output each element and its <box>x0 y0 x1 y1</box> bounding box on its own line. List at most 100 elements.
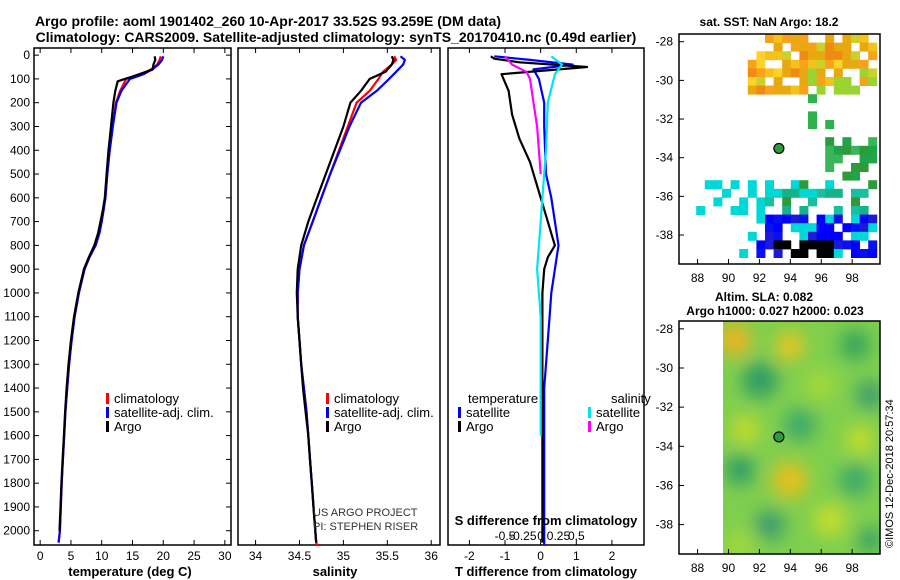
x-tick-label: 2 <box>609 549 616 563</box>
sst-cell <box>859 163 869 172</box>
sst-cell <box>825 249 835 258</box>
temperature-panel: 0100200300400500600700800900100011001200… <box>3 47 644 579</box>
sst-cell <box>808 240 817 250</box>
sst-cell <box>782 214 792 224</box>
sst-cell <box>756 197 766 207</box>
sst-cell <box>851 223 860 233</box>
depth-tick-label: 400 <box>10 143 30 157</box>
map-x-tick-label: 92 <box>753 561 767 575</box>
x-tick-label: 15 <box>126 549 140 563</box>
sst-cell <box>825 77 835 86</box>
sst-cell <box>825 231 835 241</box>
difference-line-temperature-satellite <box>494 55 574 545</box>
project-credit: US ARGO PROJECT <box>313 507 418 519</box>
sst-cell <box>790 223 800 233</box>
sst-cell <box>833 42 843 52</box>
sst-cell <box>739 249 749 258</box>
sla-blob <box>858 528 880 552</box>
sst-cell <box>833 154 843 164</box>
sst-cell <box>816 59 826 69</box>
sst-cell <box>782 59 792 69</box>
depth-tick-label: 100 <box>10 72 30 86</box>
temperature-series <box>57 55 165 543</box>
sst-cell <box>696 206 706 215</box>
sla-blob <box>723 324 751 356</box>
sst-cell <box>833 77 843 86</box>
salinity-x-label: salinity <box>313 564 359 579</box>
depth-tick-label: 300 <box>10 119 30 133</box>
sst-map-axes: 88 90 92 94 96 98 -28 -30 -32 -34 -36 -38 <box>656 35 860 285</box>
sst-map-panel: sat. SST: NaN Argo: 18.2 88 90 92 94 96 98 -28… <box>656 15 881 285</box>
difference-legend: temperature salinity satellite Argo sate… <box>458 391 651 434</box>
sst-cell <box>825 163 835 172</box>
x-tick-label: -1 <box>500 549 511 563</box>
depth-tick-label: 0 <box>23 48 30 62</box>
map-y-tick-label: -30 <box>656 361 674 375</box>
difference-x-axis: -2 -1 0 1 2 <box>464 48 616 563</box>
sst-cell <box>799 214 809 224</box>
sst-cell <box>782 85 792 95</box>
sla-map-subtitle: Argo h1000: 0.027 h2000: 0.023 <box>686 304 864 318</box>
sst-cell <box>833 240 843 250</box>
sst-cell <box>747 188 757 198</box>
sst-cell <box>825 240 835 250</box>
figure-title-line1: Argo profile: aoml 1901402_260 10-Apr-20… <box>35 13 501 29</box>
imos-credit: ©IMOS 12-Dec-2018 20:57:34 <box>884 399 896 548</box>
sst-cell <box>730 206 740 215</box>
sst-cell <box>816 85 826 95</box>
sst-cell <box>790 68 800 78</box>
sst-cell <box>825 120 835 129</box>
sst-cell <box>765 68 774 78</box>
depth-tick-label: 1100 <box>4 310 30 324</box>
sla-blob <box>772 462 808 498</box>
map-x-tick-label: 98 <box>845 561 859 575</box>
sst-cell <box>790 249 800 258</box>
sst-cell <box>782 34 792 43</box>
sst-cell <box>808 51 817 61</box>
sst-cell <box>868 240 878 250</box>
sst-cell <box>747 180 757 190</box>
sst-cell <box>799 77 809 86</box>
sst-cell <box>756 206 766 215</box>
legend-label-s-argo: Argo <box>596 419 623 434</box>
sst-cell <box>799 188 809 198</box>
map-y-tick-label: -32 <box>656 400 674 414</box>
sst-cell <box>816 68 826 78</box>
sst-cell <box>765 214 774 224</box>
sla-blob <box>784 409 816 441</box>
sst-cell <box>765 85 774 95</box>
sst-cell <box>773 249 783 258</box>
depth-tick-label: 1700 <box>3 452 30 466</box>
sst-cell <box>859 188 869 198</box>
sst-cell <box>808 197 817 207</box>
x-tick-label: 0 <box>537 549 544 563</box>
sst-cell <box>773 34 783 43</box>
sst-cell <box>859 214 869 224</box>
map-y-tick-label: -32 <box>656 112 674 126</box>
sst-cell <box>713 197 723 207</box>
sst-cell <box>790 34 800 43</box>
sst-cell <box>799 231 809 241</box>
depth-tick-label: 600 <box>10 191 30 205</box>
difference-line-salinity-satellite <box>535 55 564 436</box>
sst-cell <box>825 214 835 224</box>
sst-cell <box>756 249 766 258</box>
sst-cell <box>833 188 843 198</box>
sst-cell <box>808 231 817 241</box>
map-x-tick-label: 88 <box>691 561 705 575</box>
x-tick-label: 35 <box>337 549 351 563</box>
sst-cell <box>833 51 843 61</box>
sst-cell <box>782 51 792 61</box>
sst-cell <box>833 214 843 224</box>
sst-cell <box>859 231 869 241</box>
sla-blob <box>805 370 835 400</box>
sst-cell <box>851 206 860 215</box>
legend-swatch-argo <box>326 421 329 432</box>
map-x-tick-label: 96 <box>815 271 829 285</box>
sst-cell <box>739 206 749 215</box>
depth-tick-label: 1400 <box>3 381 30 395</box>
sst-cell <box>868 180 878 190</box>
temperature-legend: climatology satellite-adj. clim. Argo <box>106 391 214 434</box>
sst-cell <box>808 111 817 121</box>
sst-cell <box>825 223 835 233</box>
